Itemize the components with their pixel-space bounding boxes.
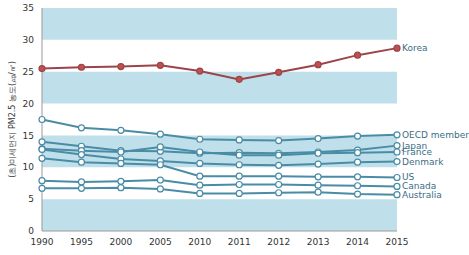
svg-text:0: 0 (28, 226, 34, 236)
svg-text:US: US (402, 172, 415, 183)
svg-text:25: 25 (23, 67, 34, 77)
svg-text:Japan: Japan (402, 140, 428, 151)
svg-text:2012: 2012 (267, 237, 290, 247)
svg-text:2000: 2000 (109, 237, 132, 247)
svg-text:2013: 2013 (307, 237, 330, 247)
svg-text:5: 5 (28, 194, 34, 204)
svg-text:30: 30 (23, 35, 35, 45)
svg-text:2015: 2015 (386, 237, 409, 247)
svg-text:France: France (402, 147, 432, 157)
svg-text:Canada: Canada (402, 181, 437, 192)
svg-text:2014: 2014 (346, 237, 369, 247)
svg-text:2005: 2005 (149, 237, 172, 247)
svg-text:Korea: Korea (402, 43, 428, 53)
svg-text:35: 35 (23, 3, 34, 13)
svg-text:15: 15 (23, 131, 34, 141)
svg-text:1990: 1990 (31, 237, 54, 247)
svg-text:20: 20 (23, 99, 35, 109)
svg-text:10: 10 (23, 162, 35, 172)
svg-text:2011: 2011 (228, 237, 251, 247)
svg-text:Denmark: Denmark (402, 157, 444, 167)
svg-text:(초)미세먼지 PM2.5 농도(㎍/㎥): (초)미세먼지 PM2.5 농도(㎍/㎥) (8, 61, 17, 178)
svg-text:Australia: Australia (402, 190, 442, 200)
svg-text:OECD members: OECD members (402, 130, 469, 140)
svg-text:2010: 2010 (188, 237, 211, 247)
svg-text:1995: 1995 (70, 237, 93, 247)
